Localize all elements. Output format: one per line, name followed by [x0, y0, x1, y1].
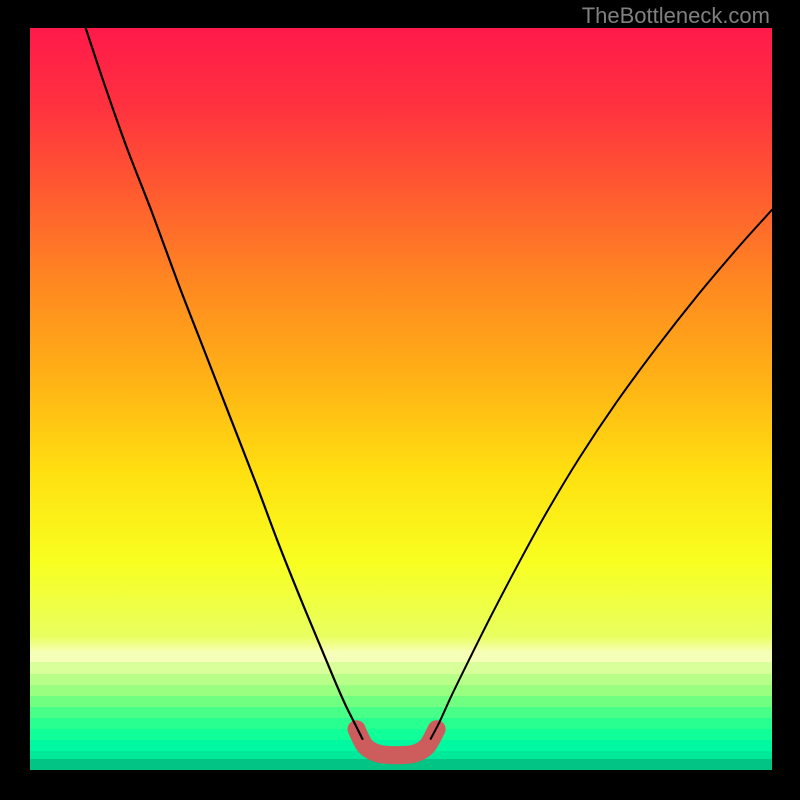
watermark-text: TheBottleneck.com — [582, 3, 770, 29]
curve-layer — [30, 28, 772, 770]
valley-highlight-curve — [356, 729, 436, 755]
bottleneck-curve-left — [86, 28, 363, 739]
plot-area — [30, 28, 772, 770]
chart-frame: TheBottleneck.com — [0, 0, 800, 800]
bottleneck-curve-right — [431, 210, 772, 739]
